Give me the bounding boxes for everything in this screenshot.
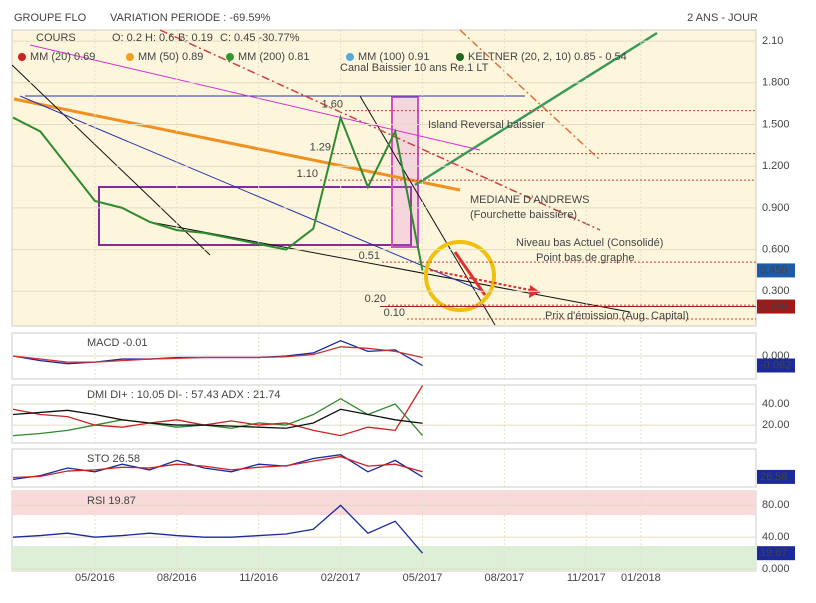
x-tick-label: 11/2017 [567,572,606,584]
y-tick-label: 1.800 [762,77,790,89]
panel-title: RSI 19.87 [87,495,136,507]
level-label: 1.29 [310,142,331,154]
panel-title: MACD -0.01 [87,337,148,349]
annotation: Island Reversal baissier [428,119,545,131]
rsi-overbought [12,491,756,515]
y-tick-label: 40.00 [762,531,790,543]
trend-line [19,95,481,291]
y-tick-label: 0.900 [762,202,790,214]
legend-label: MM (20) 0.69 [30,51,95,63]
y-tick-label: 0.000 [762,563,790,575]
x-tick-label: 05/2016 [75,572,115,584]
series-line [12,455,423,479]
channel-line [159,29,601,231]
legend-swatch [456,53,464,61]
panel-title: DMI DI+ : 10.05 DI- : 57.43 ADX : 21.74 [87,389,281,401]
legend-label: MM (200) 0.81 [238,51,310,63]
trend-line [414,31,658,187]
price-tag [757,299,795,314]
price-tag-label: 0.190 [760,300,788,312]
y-tick-label: 40.00 [762,398,790,410]
trend-line [149,221,631,313]
series-line [12,114,424,271]
dmi-panel [11,384,757,444]
ohlc-label: H: 0.6 [145,32,174,44]
ohlc-label: C: 0.45 -30.77% [220,32,300,44]
legend-label: MM (100) 0.91 [358,51,430,63]
chart-subtitle: VARIATION PERIODE : -69.59% [110,12,271,24]
andrews-median [13,97,461,192]
legend-swatch [346,53,354,61]
rsi-oversold [12,546,756,571]
value-label: 0.450 [760,264,788,276]
y-tick-label: 0.600 [762,243,790,255]
y-tick-label: 0.300 [762,285,790,297]
value-tag [757,263,795,278]
annotation: MEDIANE D'ANDREWS [470,194,589,206]
series-line [12,346,423,363]
annotation: (Fourchette baissière) [470,209,577,221]
level-label: 1.60 [322,99,343,111]
y-tick-label: 20.00 [762,419,790,431]
y-tick-label: 80.00 [762,499,790,511]
legend-label: KELTNER (20, 2, 10) 0.85 - 0.54 [468,51,627,63]
ohlc-label: B: 0.19 [178,32,213,44]
series-line [12,408,423,429]
series-line [12,504,423,554]
legend-swatch [18,53,26,61]
main-panel [11,29,757,327]
x-tick-label: 08/2017 [485,572,525,584]
value-label: -0.062 [760,359,791,371]
highlight-circle [424,240,496,312]
annotation: Canal Baissier 10 ans Re.1 LT [340,62,489,74]
arrow [453,251,487,296]
trend-line [29,44,481,151]
ohlc-label: COURS [36,32,76,44]
x-tick-label: 05/2017 [403,572,443,584]
level-label: 1.10 [297,168,318,180]
ohlc-label: O: 0.2 [112,32,142,44]
y-tick-label: 1.500 [762,118,790,130]
value-tag [757,469,795,484]
value-tag [757,358,795,373]
annotation: Prix d'émission (Aug. Capital) [545,310,689,322]
value-tag [757,546,795,561]
level-label: 0.20 [365,293,386,305]
y-tick-label: 2.10 [762,35,783,47]
arrow [429,269,541,293]
value-label: 26.58 [760,471,788,483]
x-tick-label: 02/2017 [321,572,361,584]
x-tick-label: 08/2016 [157,572,197,584]
annotation: Point bas de graphe [536,252,634,264]
series-line [12,397,423,437]
chart-title: GROUPE FLO [14,12,87,24]
level-label: 0.10 [384,307,405,319]
x-tick-label: 01/2018 [621,572,661,584]
legend-swatch [126,53,134,61]
series-line [12,385,424,437]
y-tick-label: 1.200 [762,160,790,172]
legend-swatch [226,53,234,61]
annotation: Niveau bas Actuel (Consolidé) [516,237,663,249]
value-label: 19.87 [760,547,788,559]
legend-label: MM (50) 0.89 [138,51,203,63]
period: 2 ANS - JOUR [687,12,758,24]
panel-title: STO 26.58 [87,453,140,465]
level-label: 0.51 [359,250,380,262]
x-tick-label: 11/2016 [239,572,278,584]
